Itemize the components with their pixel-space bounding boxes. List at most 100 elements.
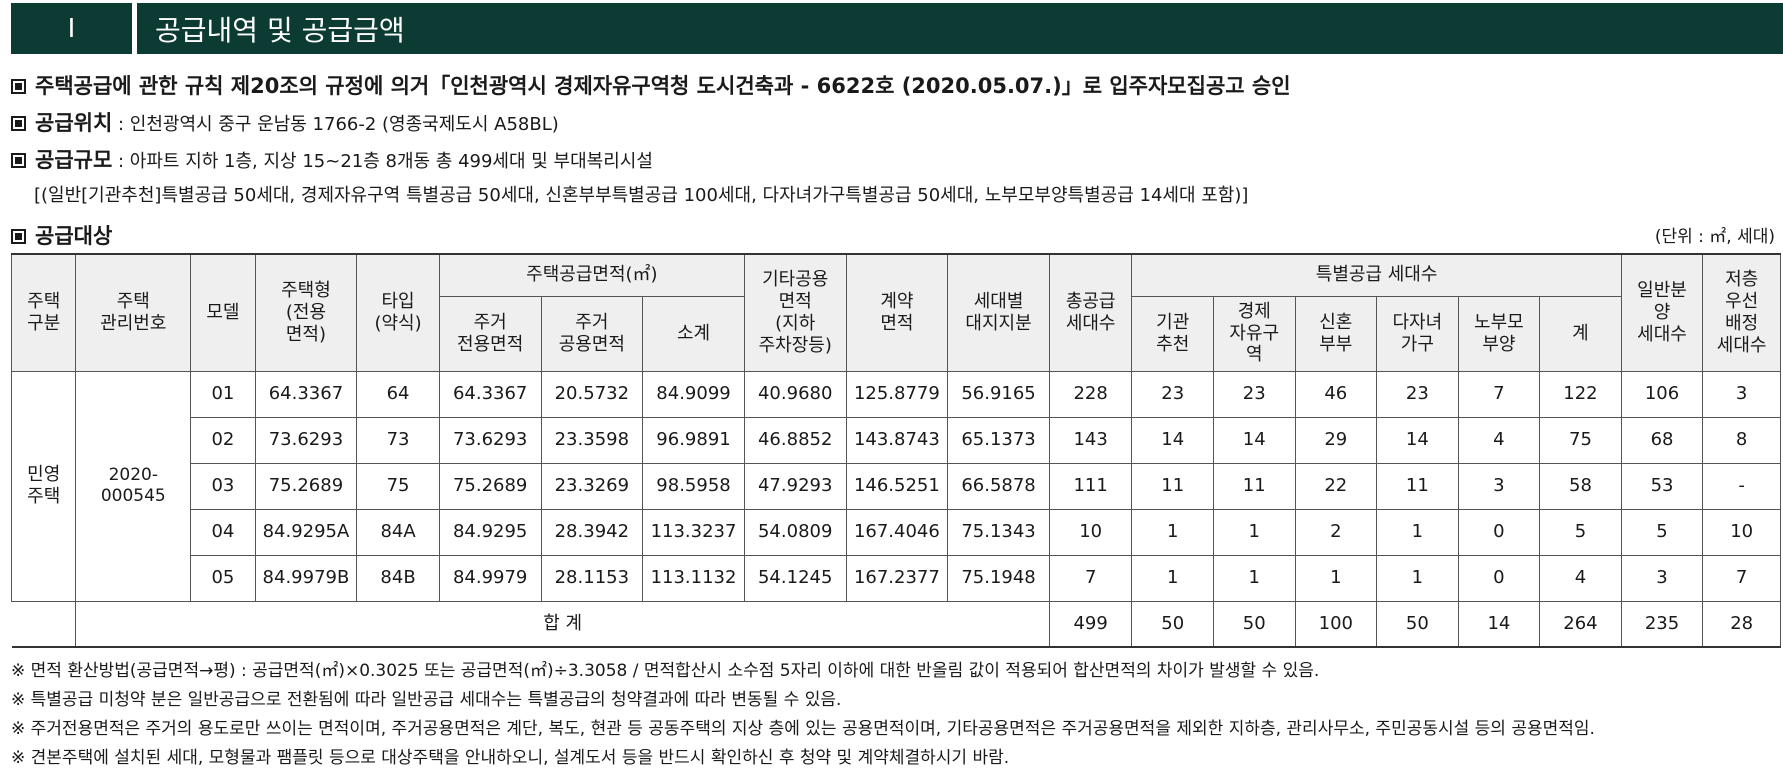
- col-newlywed: 신혼 부부: [1294, 295, 1378, 372]
- cell-multi-child: 23: [1376, 370, 1459, 418]
- cell-newlywed: 22: [1294, 462, 1378, 510]
- cell-type-abbr: 84A: [356, 508, 440, 556]
- cell-economic-zone: 14: [1212, 416, 1296, 464]
- col-mgmt-no: 주택 관리번호: [75, 253, 192, 372]
- note-item: ※ 주거전용면적은 주거의 용도로만 쓰이는 면적이며, 주거공용면적은 계단,…: [11, 719, 1595, 739]
- col-supply-area: 주택공급면적(㎡): [438, 253, 745, 297]
- cell-elderly: 4: [1457, 416, 1541, 464]
- cell-special-total: 4: [1539, 554, 1622, 602]
- total-institution: 50: [1131, 600, 1214, 648]
- cell-general: 53: [1620, 462, 1704, 510]
- col-house-type: 주택형 (전용 면적): [254, 253, 358, 372]
- col-economic-zone: 경제 자유구 역: [1212, 295, 1296, 372]
- header-row-2: 주거 전용면적 주거 공용면적 소계 기관 추천 경제 자유구 역 신혼 부부 다자녀 가구 …: [12, 295, 1781, 372]
- cell-special-total: 5: [1539, 508, 1622, 556]
- col-exclusive: 주거 전용면적: [438, 295, 542, 372]
- cell-type-abbr: 75: [356, 462, 440, 510]
- cell-contract: 167.4046: [845, 508, 949, 556]
- cell-institution: 14: [1131, 416, 1214, 464]
- section-header: I 공급내역 및 공급금액: [11, 3, 1783, 54]
- cell-low-floor: 8: [1702, 416, 1781, 464]
- col-subtotal: 소계: [642, 295, 745, 372]
- note-item: ※ 특별공급 미청약 분은 일반공급으로 전환됨에 따라 일반공급 세대수는 특…: [11, 690, 842, 710]
- cell-total-supply: 7: [1048, 554, 1133, 602]
- cell-multi-child: 14: [1376, 416, 1459, 464]
- col-multi-child: 다자녀 가구: [1376, 295, 1459, 372]
- cell-exclusive: 84.9979: [438, 554, 542, 602]
- total-row: 합 계 499 50 50 100 50 14 264 235 28: [11, 600, 1781, 648]
- cell-economic-zone: 1: [1212, 554, 1296, 602]
- scale-line: 공급규모 : 아파트 지하 1층, 지상 15~21층 8개동 총 499세대 …: [11, 144, 653, 174]
- col-institution: 기관 추천: [1131, 295, 1214, 372]
- cell-model: 02: [190, 416, 256, 464]
- cell-land-share: 56.9165: [947, 370, 1050, 418]
- cell-land-share: 75.1343: [947, 508, 1050, 556]
- total-low-floor: 28: [1702, 600, 1781, 648]
- total-newlywed: 100: [1294, 600, 1378, 648]
- mgmt-number: 2020-000545: [75, 370, 192, 602]
- cell-general: 3: [1620, 554, 1704, 602]
- cell-institution: 1: [1131, 508, 1214, 556]
- cell-house-type: 84.9979B: [254, 554, 358, 602]
- cell-institution: 23: [1131, 370, 1214, 418]
- note-item: ※ 견본주택에 설치된 세대, 모형물과 팸플릿 등으로 대상주택을 안내하오니…: [11, 748, 1010, 768]
- table-row: 03 75.2689 75 75.2689 23.3269 98.5958 47…: [12, 462, 1781, 510]
- total-label: 합 계: [75, 600, 1050, 648]
- unit-label: (단위 : ㎡, 세대): [1654, 227, 1775, 247]
- col-housing-type: 주택 구분: [10, 253, 77, 372]
- col-contract: 계약 면적: [845, 253, 949, 372]
- cell-total-supply: 143: [1048, 416, 1133, 464]
- cell-total-supply: 10: [1048, 508, 1133, 556]
- scale-detail: [(일반[기관추천]특별공급 50세대, 경제자유구역 특별공급 50세대, 신…: [34, 185, 1249, 206]
- cell-special-total: 122: [1539, 370, 1622, 418]
- col-general: 일반분 양 세대수: [1620, 253, 1704, 372]
- target-label: 공급대상: [35, 224, 113, 248]
- section-title: 공급내역 및 공급금액: [155, 13, 405, 47]
- cell-special-total: 58: [1539, 462, 1622, 510]
- col-special: 특별공급 세대수: [1131, 253, 1622, 297]
- cell-house-type: 73.6293: [254, 416, 358, 464]
- cell-subtotal: 113.3237: [642, 508, 745, 556]
- table-row: 민영 주택 2020-000545 01 64.3367 64 64.3367 2…: [10, 370, 1781, 602]
- cell-economic-zone: 1: [1212, 508, 1296, 556]
- location-label: 공급위치: [35, 111, 113, 135]
- total-general: 235: [1620, 600, 1704, 648]
- cell-other-common: 54.1245: [743, 554, 847, 602]
- cell-common: 28.1153: [540, 554, 644, 602]
- supply-table: 주택 구분 주택 관리번호 모델 주택형 (전용 면적) 타입 (약식) 주택공급면적(㎡…: [10, 253, 1781, 648]
- cell-subtotal: 96.9891: [642, 416, 745, 464]
- cell-elderly: 3: [1457, 462, 1541, 510]
- section-number: I: [11, 3, 137, 54]
- cell-subtotal: 98.5958: [642, 462, 745, 510]
- table-row: 02 73.6293 73 73.6293 23.3598 96.9891 46…: [12, 416, 1781, 464]
- col-type-abbr: 타입 (약식): [356, 253, 440, 372]
- cell-common: 20.5732: [540, 370, 644, 418]
- cell-land-share: 66.5878: [947, 462, 1050, 510]
- cell-model: 01: [190, 370, 256, 418]
- cell-exclusive: 75.2689: [438, 462, 542, 510]
- cell-contract: 146.5251: [845, 462, 949, 510]
- cell-exclusive: 84.9295: [438, 508, 542, 556]
- total-blank-cell: [11, 600, 77, 647]
- cell-other-common: 46.8852: [743, 416, 847, 464]
- cell-model: 05: [190, 554, 256, 602]
- cell-general: 106: [1620, 370, 1704, 418]
- note-item: ※ 면적 환산방법(공급면적→평) : 공급면적(㎡)×0.3025 또는 공급…: [11, 661, 1320, 681]
- total-economic-zone: 50: [1212, 600, 1296, 648]
- approval-text: 주택공급에 관한 규칙 제20조의 규정에 의거「인천광역시 경제자유구역청 도…: [35, 74, 1291, 98]
- scale-label: 공급규모: [35, 148, 113, 172]
- cell-subtotal: 84.9099: [642, 370, 745, 418]
- square-bullet-icon: [11, 153, 26, 168]
- total-special-total: 264: [1539, 600, 1622, 648]
- cell-multi-child: 1: [1376, 508, 1459, 556]
- col-low-floor: 저층 우선 배정 세대수: [1702, 253, 1781, 372]
- cell-land-share: 75.1948: [947, 554, 1050, 602]
- col-land-share: 세대별 대지지분: [947, 253, 1050, 372]
- cell-total-supply: 111: [1048, 462, 1133, 510]
- square-bullet-icon: [11, 116, 26, 131]
- cell-other-common: 47.9293: [743, 462, 847, 510]
- location-line: 공급위치 : 인천광역시 중구 운남동 1766-2 (영종국제도시 A58BL…: [11, 107, 559, 137]
- cell-land-share: 65.1373: [947, 416, 1050, 464]
- cell-newlywed: 1: [1294, 554, 1378, 602]
- cell-other-common: 54.0809: [743, 508, 847, 556]
